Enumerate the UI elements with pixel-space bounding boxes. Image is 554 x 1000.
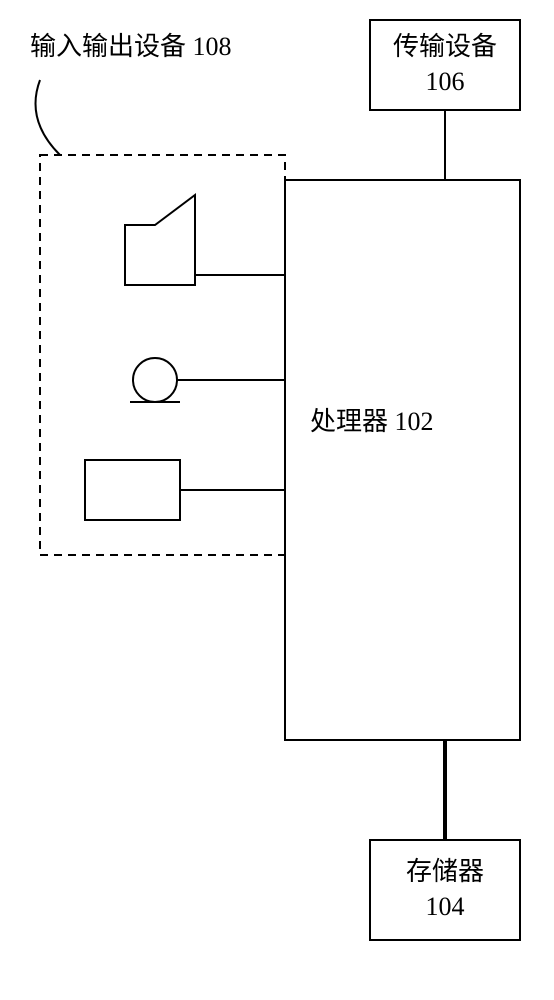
io-box <box>40 155 285 555</box>
memory-block: 存储器 104 <box>370 840 520 940</box>
processor-label: 处理器 102 <box>310 407 434 436</box>
microphone-icon <box>130 358 180 402</box>
small-rect-icon <box>85 460 180 520</box>
diagram-canvas: 输入输出设备 108 处理器 102 传输设备 106 存储器 104 <box>0 0 554 1000</box>
memory-label-line1: 存储器 <box>406 857 484 886</box>
memory-label-line2: 104 <box>426 892 465 921</box>
transport-label-line2: 106 <box>426 67 465 96</box>
speaker-icon <box>125 195 195 285</box>
processor-block: 处理器 102 <box>285 180 520 740</box>
transport-label-line1: 传输设备 <box>393 32 497 61</box>
io-bracket <box>36 80 61 155</box>
transport-block: 传输设备 106 <box>370 20 520 110</box>
io-label: 输入输出设备 108 <box>30 32 232 61</box>
